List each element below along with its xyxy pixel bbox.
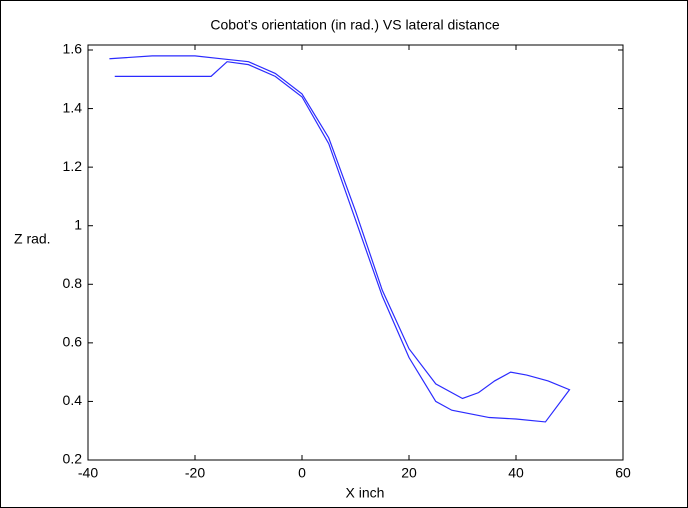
y-axis-label: Z rad. [14, 231, 51, 247]
chart-title: Cobot’s orientation (in rad.) VS lateral… [210, 17, 499, 33]
y-tick-label: 0.6 [63, 334, 83, 350]
x-tick-label: -40 [78, 465, 98, 481]
y-tick-label: 1.4 [63, 99, 83, 115]
plot-box [87, 44, 624, 461]
x-tick-label: -20 [185, 465, 205, 481]
y-tick-label: 0.2 [63, 451, 83, 467]
y-tick-label: 0.4 [63, 392, 83, 408]
x-tick-label: 0 [298, 465, 306, 481]
y-tick-label: 0.8 [63, 275, 83, 291]
x-tick-label: 20 [401, 465, 417, 481]
y-tick-label: 1.6 [63, 41, 83, 57]
y-tick-label: 1 [74, 216, 82, 232]
line [109, 55, 571, 423]
y-tick-label: 1.2 [63, 158, 83, 174]
x-tick-label: 60 [615, 465, 631, 481]
x-tick-label: 40 [508, 465, 524, 481]
x-axis-label: X inch [346, 485, 385, 501]
